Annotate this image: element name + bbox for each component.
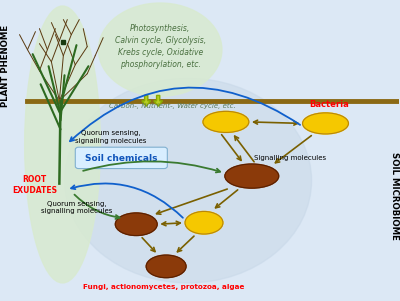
Ellipse shape xyxy=(225,164,279,188)
FancyArrow shape xyxy=(142,95,150,106)
FancyArrow shape xyxy=(154,95,162,106)
Text: PLANT PHENOME: PLANT PHENOME xyxy=(1,25,10,107)
Text: ROOT
EXUDATES: ROOT EXUDATES xyxy=(12,175,57,195)
Text: Quorum sensing,
signalling molecules: Quorum sensing, signalling molecules xyxy=(41,201,112,214)
Ellipse shape xyxy=(25,6,100,283)
Ellipse shape xyxy=(98,3,222,96)
Ellipse shape xyxy=(146,255,186,278)
Text: Carbon-, Nutrient-, Water cycle, etc.: Carbon-, Nutrient-, Water cycle, etc. xyxy=(109,103,236,109)
Text: Quorum sensing,
signalling molecules: Quorum sensing, signalling molecules xyxy=(75,130,146,144)
Text: SOIL MICROBIOME: SOIL MICROBIOME xyxy=(390,152,399,240)
Ellipse shape xyxy=(203,111,249,132)
Ellipse shape xyxy=(302,113,348,134)
Ellipse shape xyxy=(64,78,312,283)
Text: Bacteria: Bacteria xyxy=(310,100,349,109)
FancyBboxPatch shape xyxy=(75,147,167,169)
Text: Fungi, actionomycetes, protozoa, algae: Fungi, actionomycetes, protozoa, algae xyxy=(84,284,245,290)
Text: Soil chemicals: Soil chemicals xyxy=(85,154,158,163)
Ellipse shape xyxy=(185,211,223,234)
Text: Photosynthesis,
Calvin cycle, Glycolysis,
Krebs cycle, Oxidative
phosphorylation: Photosynthesis, Calvin cycle, Glycolysis… xyxy=(114,24,206,69)
Ellipse shape xyxy=(115,213,157,235)
Text: Signalling molecules: Signalling molecules xyxy=(254,155,326,161)
